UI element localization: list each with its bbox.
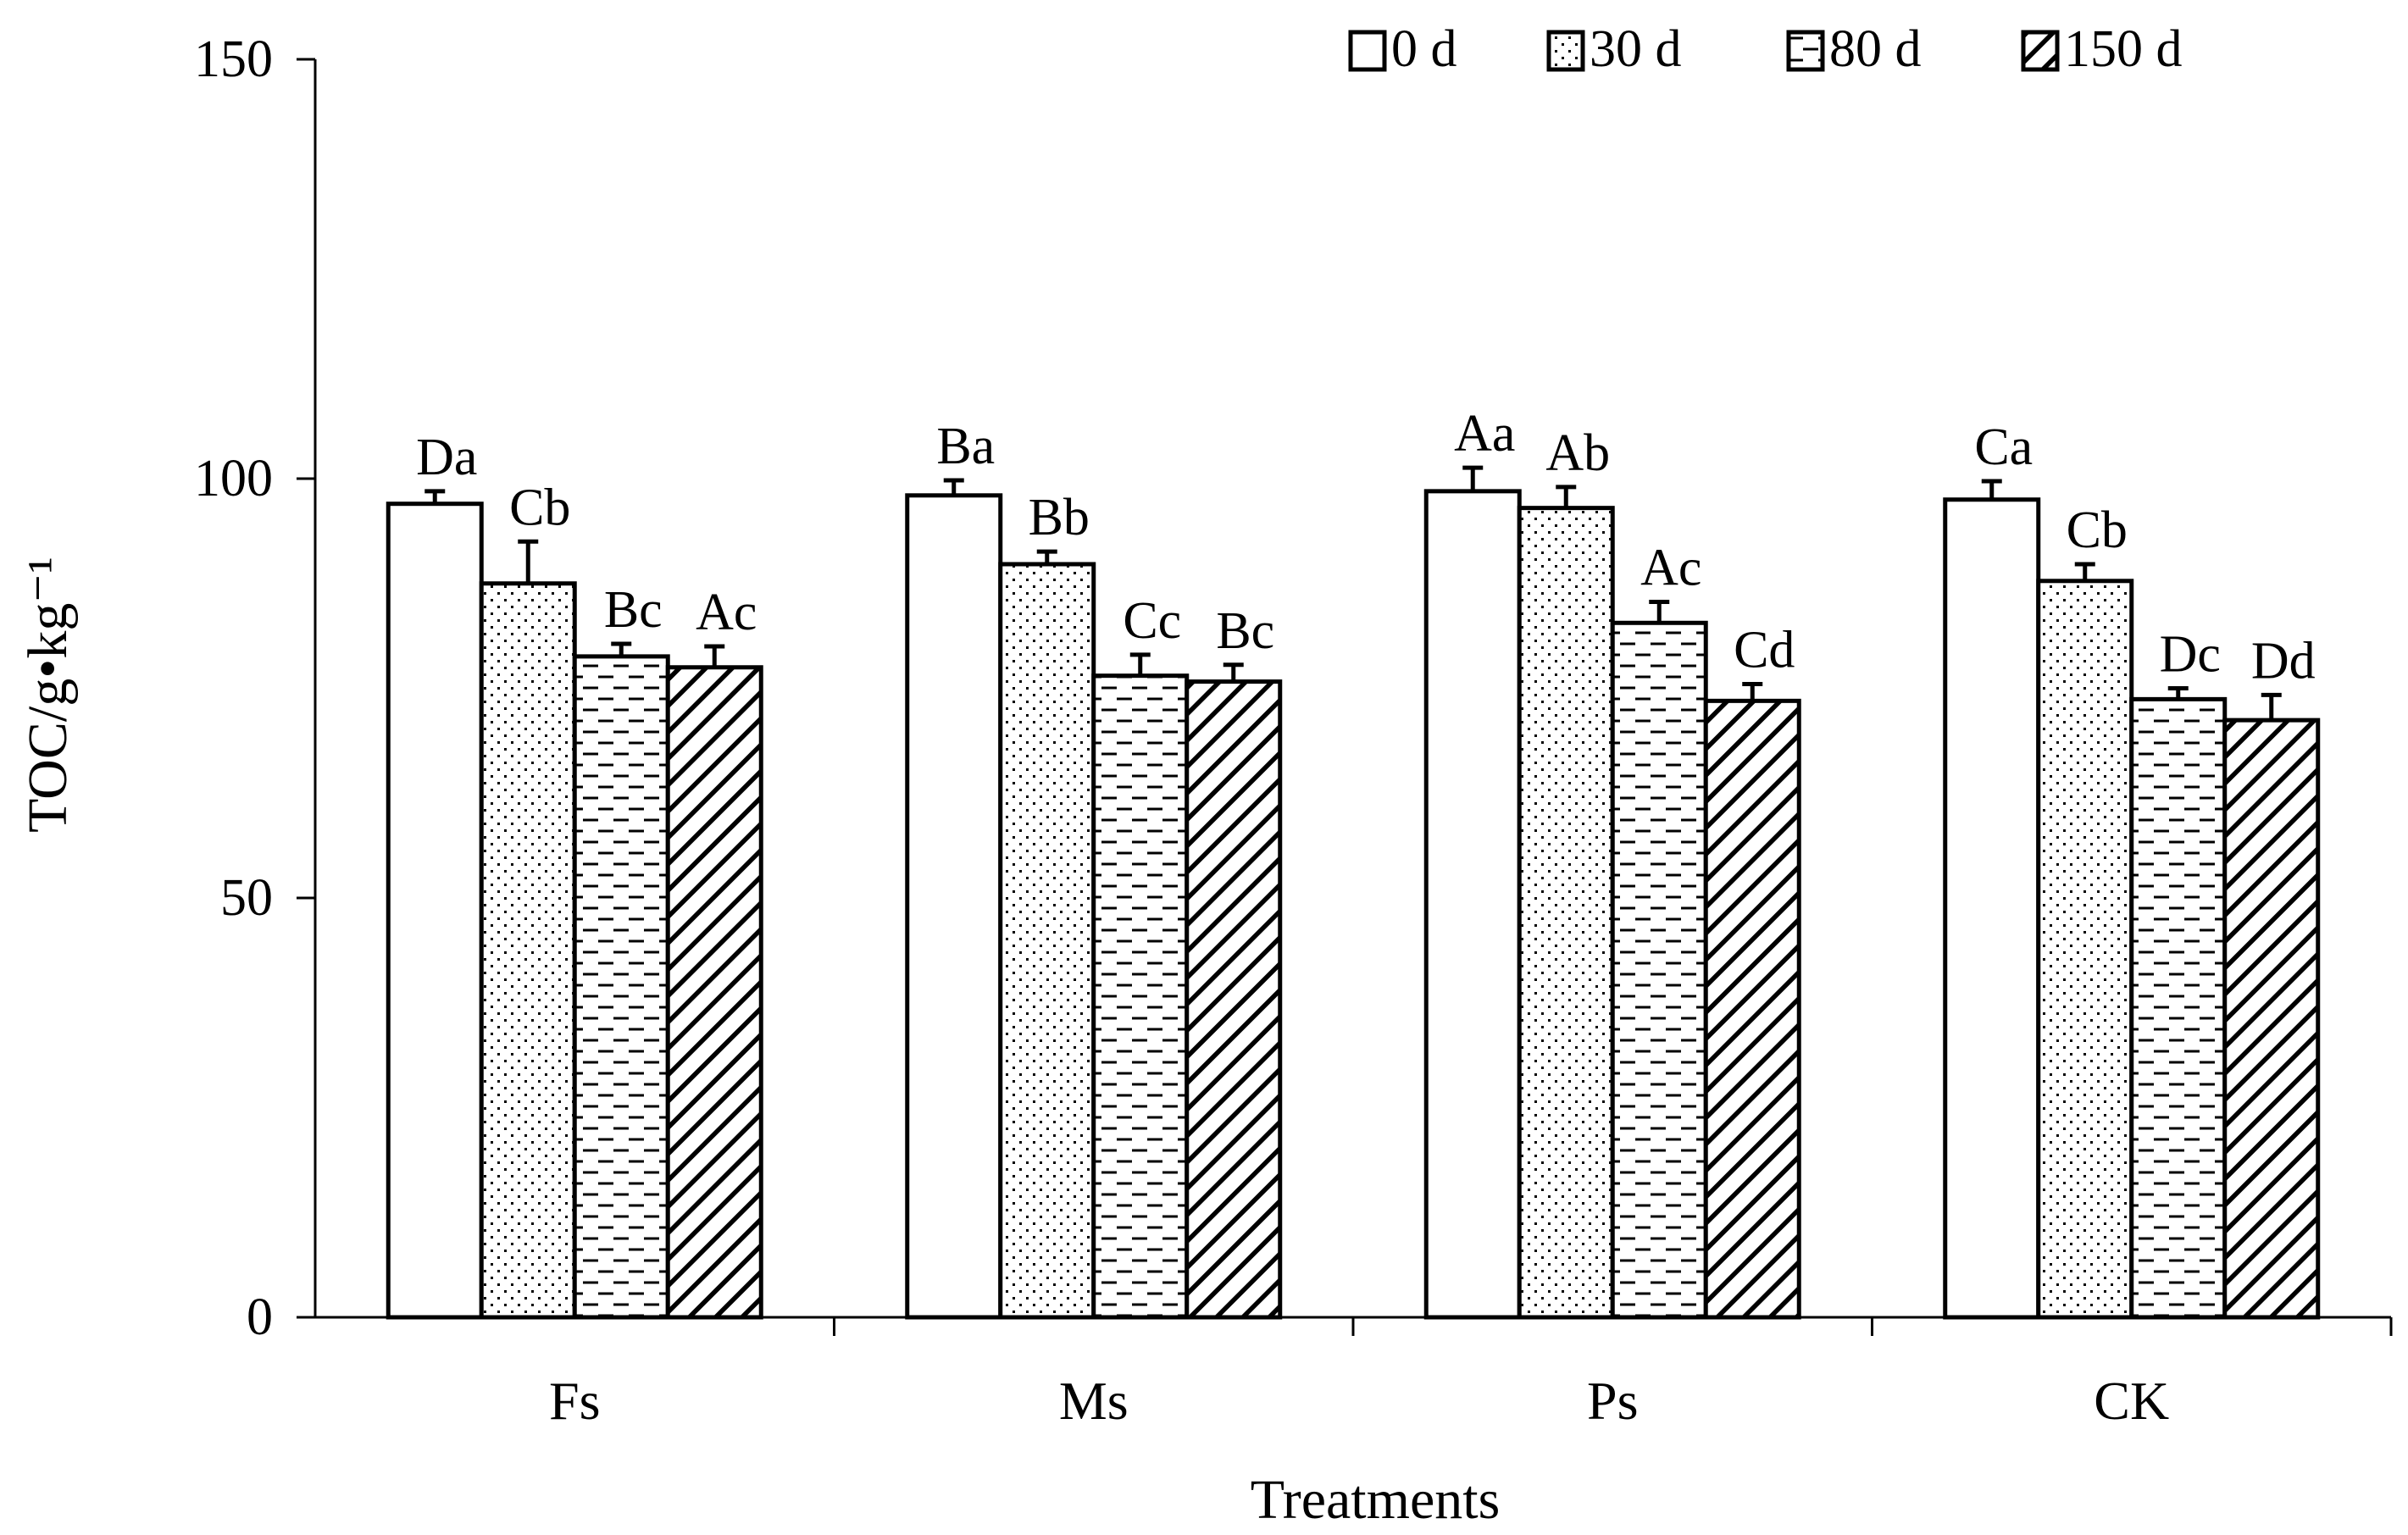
- y-tick-label: 0: [247, 1288, 273, 1346]
- legend: 0 d 30 d 80 d 150 d: [1348, 20, 2183, 78]
- bar: [2129, 696, 2228, 1320]
- bar: [665, 665, 763, 1320]
- data-label: Ab: [1545, 424, 1610, 482]
- data-label: Cb: [2067, 502, 2128, 559]
- bar: [1703, 698, 1801, 1320]
- bar: [1423, 489, 1522, 1320]
- data-label: Ac: [696, 584, 757, 641]
- category-label: Fs: [549, 1371, 601, 1431]
- data-label: Ba: [936, 418, 995, 475]
- bar: [386, 502, 484, 1320]
- data-label: Ac: [1640, 540, 1701, 597]
- category-label: CK: [2094, 1371, 2169, 1431]
- x-axis-title: Treatments: [1251, 1469, 1501, 1531]
- bar: [1943, 497, 2041, 1320]
- x-axis-categories: Fs Ms Ps CK: [549, 1317, 2393, 1431]
- bar: [572, 654, 670, 1320]
- data-label: Cd: [1734, 622, 1795, 679]
- data-label: Cc: [1123, 592, 1181, 650]
- bar: [2036, 579, 2134, 1320]
- data-label: Da: [416, 429, 477, 486]
- legend-swatch: [2021, 30, 2060, 72]
- legend-label: 30 d: [1590, 20, 1682, 78]
- bar: [1517, 506, 1615, 1320]
- data-label: Bb: [1029, 489, 1090, 546]
- y-tick-label: 100: [194, 450, 273, 507]
- bar: [479, 581, 577, 1320]
- bar: [905, 493, 1003, 1320]
- data-label: Ca: [1974, 418, 2033, 476]
- data-label: Dd: [2251, 632, 2316, 690]
- legend-label: 80 d: [1829, 20, 1922, 78]
- category-label: Ps: [1587, 1371, 1639, 1431]
- legend-label: 150 d: [2064, 20, 2183, 78]
- bar: [998, 562, 1096, 1320]
- y-axis-ticks: 0 50 100 150: [194, 30, 315, 1346]
- y-tick-label: 50: [220, 869, 273, 927]
- bar: [2222, 718, 2321, 1320]
- legend-swatch: [1348, 30, 1387, 72]
- bar: [1610, 620, 1708, 1320]
- y-axis-title: TOC/g•kg⁻¹: [17, 557, 79, 833]
- data-label: Cb: [509, 479, 570, 536]
- bar: [1091, 673, 1190, 1320]
- bar: [1185, 679, 1283, 1320]
- data-label: Aa: [1454, 405, 1515, 463]
- data-label: Bc: [1216, 602, 1274, 660]
- y-tick-label: 150: [194, 30, 273, 88]
- data-label: Bc: [604, 581, 663, 639]
- legend-label: 0 d: [1391, 20, 1457, 78]
- legend-swatch: [1546, 30, 1585, 72]
- legend-swatch: [1786, 30, 1825, 72]
- data-label: Dc: [2160, 626, 2221, 684]
- category-label: Ms: [1059, 1371, 1129, 1431]
- bars: Da Cb Bc Ac Ba Bb Cc Bc Aa Ab Ac Cd Ca Cb Dc Dd: [386, 405, 2321, 1320]
